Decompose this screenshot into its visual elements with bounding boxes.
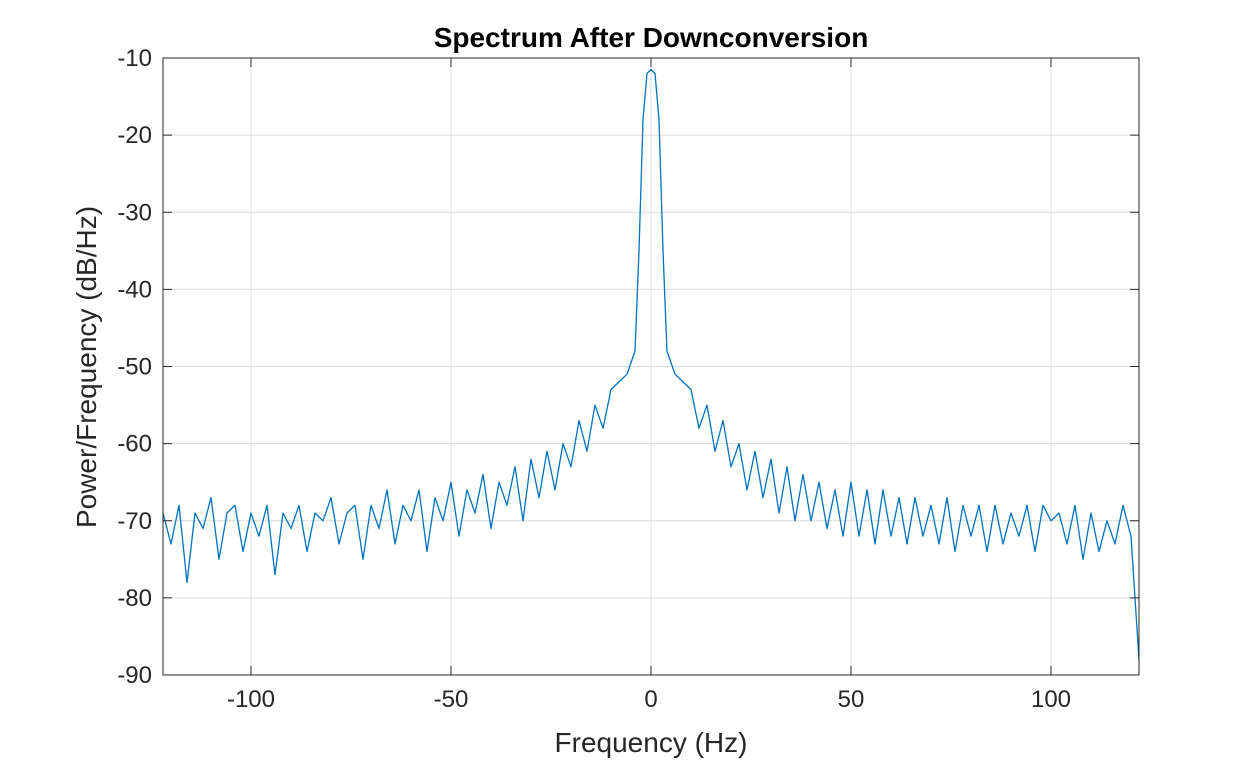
- y-axis-label: Power/Frequency (dB/Hz): [71, 206, 102, 528]
- y-tick-label: -80: [117, 585, 152, 612]
- x-tick-label: 50: [838, 686, 865, 713]
- y-tick-label: -60: [117, 431, 152, 458]
- y-tick-label: -70: [117, 508, 152, 535]
- tick-marks: [163, 57, 1139, 676]
- chart-title: Spectrum After Downconversion: [434, 22, 869, 53]
- x-tick-labels: -100 -50 0 50 100: [227, 686, 1071, 713]
- y-tick-label: -30: [117, 199, 152, 226]
- y-tick-label: -20: [117, 122, 152, 149]
- y-tick-label: -50: [117, 354, 152, 381]
- y-tick-label: -40: [117, 276, 152, 303]
- x-tick-label: 100: [1031, 686, 1071, 713]
- x-axis-label: Frequency (Hz): [555, 727, 748, 758]
- y-tick-label: -90: [117, 662, 152, 689]
- spectrum-series-line: [162, 68, 1140, 660]
- y-tick-label: -10: [117, 45, 152, 72]
- x-tick-label: -100: [227, 686, 275, 713]
- y-tick-labels: -10 -20 -30 -40 -50 -60 -70 -80 -90: [117, 45, 152, 689]
- series-layer: [162, 68, 1140, 660]
- x-tick-label: -50: [434, 686, 469, 713]
- x-tick-label: 0: [644, 686, 657, 713]
